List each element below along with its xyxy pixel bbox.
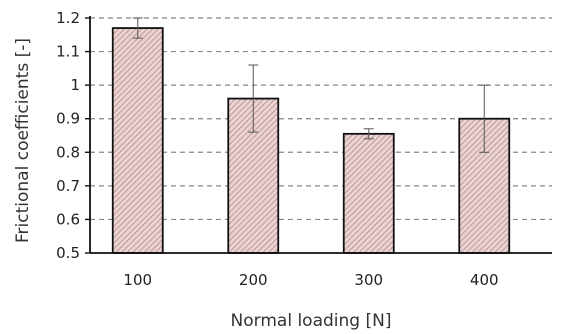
- x-tick-label: 300: [354, 271, 383, 289]
- y-tick-labels: 0.5 0.6 0.7 0.8 0.9 1 1.1 1.2: [56, 9, 80, 262]
- y-tick-label: 0.9: [56, 110, 80, 128]
- bar-100: [111, 27, 164, 254]
- x-axis-title: Normal loading [N]: [231, 311, 392, 331]
- y-tick-label: 1.2: [56, 9, 80, 27]
- y-tick-label: 0.8: [56, 143, 80, 161]
- y-axis-title: Frictional coefficients [-]: [13, 38, 33, 243]
- x-tick-label: 400: [470, 271, 499, 289]
- x-tick-label: 200: [239, 271, 268, 289]
- y-tick-label: 0.7: [56, 177, 80, 195]
- y-tick-label: 1.1: [56, 43, 80, 61]
- error-bars: [132, 17, 490, 153]
- error-bar-300: [363, 128, 374, 140]
- axes: [85, 16, 552, 254]
- x-tick-label: 100: [123, 271, 152, 289]
- y-tick-label: 1: [70, 76, 80, 94]
- error-bar-200: [248, 64, 259, 133]
- bar-300: [342, 132, 395, 254]
- gridlines: [90, 17, 552, 221]
- y-tick-label: 0.5: [56, 244, 80, 262]
- x-tick-labels: 100 200 300 400: [123, 271, 498, 289]
- y-tick-label: 0.6: [56, 210, 80, 228]
- error-bar-400: [479, 84, 490, 153]
- error-bar-100: [132, 17, 143, 39]
